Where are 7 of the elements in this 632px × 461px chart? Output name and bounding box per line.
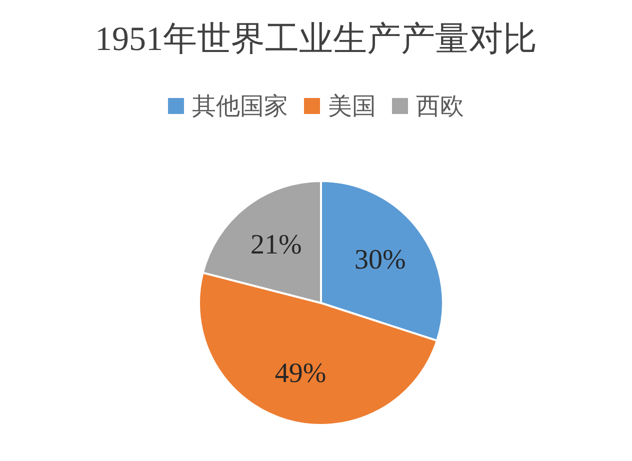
legend-label: 其他国家 — [192, 91, 288, 122]
data-label: 30% — [354, 244, 406, 276]
legend-label: 西欧 — [416, 91, 464, 122]
data-label: 49% — [274, 358, 326, 389]
chart-title: 1951年世界工业生产产量对比 — [94, 20, 538, 60]
data-label: 21% — [250, 230, 302, 261]
legend-label: 美国 — [328, 91, 376, 122]
